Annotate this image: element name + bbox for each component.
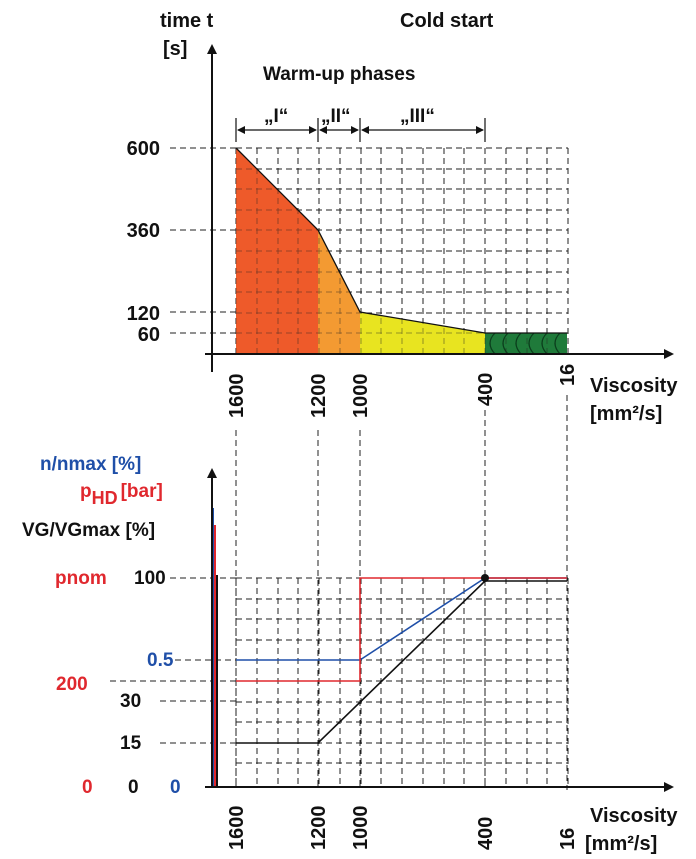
top-y-tick-360: 360 xyxy=(127,220,160,242)
volume-curve xyxy=(236,580,567,744)
operating-range-hatch xyxy=(489,332,561,355)
warmup-time-curve xyxy=(235,147,567,334)
bottom-x-axis-label-line1: Viscosity xyxy=(590,805,678,827)
phase-dimension-lines xyxy=(235,118,486,142)
tick-pressure-0: 0 xyxy=(82,777,93,798)
volume-axis-label: VG/VGmax [%] xyxy=(22,520,155,541)
pressure-axis-unit: [bar] xyxy=(121,481,163,502)
nominal-point-marker xyxy=(481,574,489,582)
top-x-ticks: 1600 1200 1000 400 16 xyxy=(226,364,579,418)
tick-volume-15: 15 xyxy=(120,733,142,754)
pressure-axis-symbol: p xyxy=(80,481,92,502)
top-y-tick-60: 60 xyxy=(138,324,160,346)
tick-volume-100: 100 xyxy=(134,568,166,589)
bottom-x-tick-1200: 1200 xyxy=(308,806,330,851)
chart-title: Cold start xyxy=(400,10,494,32)
top-y-tick-120: 120 xyxy=(127,303,160,325)
top-x-tick-1000: 1000 xyxy=(350,374,372,419)
top-y-tick-600: 600 xyxy=(127,138,160,160)
operating-range-area xyxy=(485,333,567,354)
top-x-axis-label-line2: [mm²/s] xyxy=(590,403,662,425)
top-y-axis-label-line1: time t xyxy=(160,10,214,32)
bottom-x-tick-1600: 1600 xyxy=(226,806,248,851)
bottom-x-tick-1000: 1000 xyxy=(350,806,372,851)
speed-axis-label: n/nmax [%] xyxy=(40,454,141,475)
pressure-axis-label: pHD [bar] xyxy=(80,481,163,508)
pressure-curve xyxy=(236,577,567,682)
tick-speed-0: 0 xyxy=(170,777,181,798)
bottom-x-ticks: 1600 1200 1000 400 16 xyxy=(226,806,579,851)
top-x-tick-1200: 1200 xyxy=(308,374,330,419)
pressure-axis-subscript: HD xyxy=(92,488,118,508)
bottom-x-tick-16: 16 xyxy=(557,828,579,850)
bottom-chart: n/nmax [%] pHD [bar] VG/VGmax [%] pnom 10… xyxy=(22,454,678,855)
top-x-tick-1600: 1600 xyxy=(226,374,248,419)
top-chart: time t [s] Cold start Warm-up phases „I“… xyxy=(127,10,679,425)
tick-pressure-200: 200 xyxy=(56,674,88,695)
phase-label-1: „I“ xyxy=(264,106,288,127)
top-x-tick-16: 16 xyxy=(557,364,579,386)
tick-pnom: pnom xyxy=(55,568,107,589)
bottom-grid xyxy=(110,577,569,787)
phases-title: Warm-up phases xyxy=(263,64,415,85)
top-grid-overlay xyxy=(235,147,569,354)
tick-speed-0-5: 0.5 xyxy=(147,650,174,671)
top-y-axis-label-line2: [s] xyxy=(163,38,187,60)
top-x-axis-label-line1: Viscosity xyxy=(590,375,678,397)
phase-3-area xyxy=(360,312,485,354)
bottom-x-axis-label-line2: [mm²/s] xyxy=(585,833,657,855)
tick-volume-30: 30 xyxy=(120,691,141,712)
bottom-x-tick-400: 400 xyxy=(475,817,497,850)
tick-volume-0: 0 xyxy=(128,777,139,798)
phase-label-3: „III“ xyxy=(400,106,435,127)
phase-label-2: „II“ xyxy=(321,106,351,127)
top-x-tick-400: 400 xyxy=(475,373,497,406)
